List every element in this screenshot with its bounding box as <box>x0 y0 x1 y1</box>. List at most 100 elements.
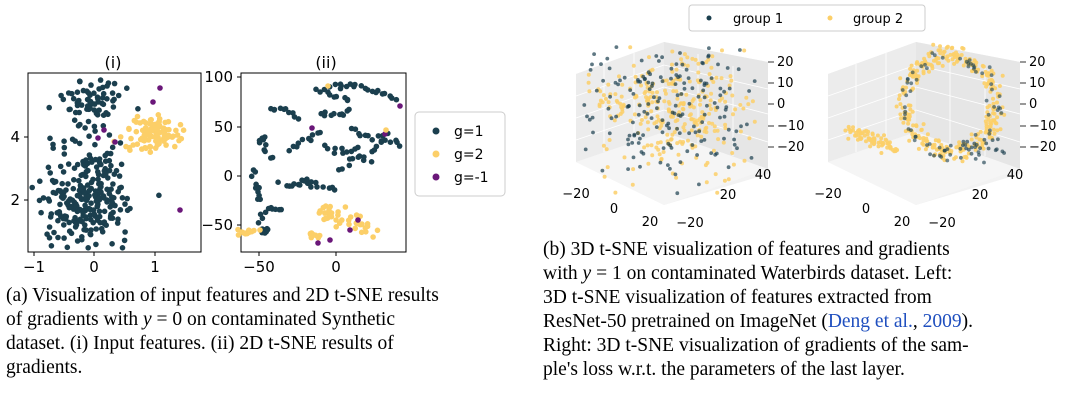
point-group1 <box>992 105 996 109</box>
point-group2 <box>698 102 702 107</box>
point-group2 <box>864 128 869 133</box>
point-g2 <box>156 122 163 129</box>
point-g1 <box>93 164 100 170</box>
point-group2 <box>719 76 724 81</box>
point-g1 <box>98 183 104 190</box>
point-g1 <box>317 129 323 136</box>
point-group1 <box>672 111 677 116</box>
point-g1 <box>339 166 345 172</box>
point-g1 <box>68 230 75 237</box>
point-g1 <box>86 187 93 194</box>
point-group2 <box>991 127 996 132</box>
point-gneg <box>150 99 156 105</box>
point-g1 <box>95 176 101 183</box>
point-g1 <box>389 95 395 101</box>
point-group2 <box>920 141 925 146</box>
point-group1 <box>654 125 659 129</box>
point-group2 <box>707 72 712 77</box>
point-g1 <box>96 156 103 162</box>
point-group2 <box>656 117 661 122</box>
z-tick: 20 <box>1029 55 1046 70</box>
point-g1 <box>83 227 89 233</box>
point-g1 <box>308 137 314 144</box>
point-g1 <box>77 78 83 85</box>
panel-i-title: (i) <box>105 53 122 72</box>
citation-year-link[interactable]: 2009 <box>922 311 962 332</box>
point-g1 <box>66 219 72 226</box>
point-group2 <box>927 54 932 59</box>
point-group1 <box>738 48 742 52</box>
point-group2 <box>982 81 987 86</box>
point-group2 <box>885 145 890 150</box>
point-g2 <box>325 83 331 89</box>
point-g1 <box>282 106 289 112</box>
point-g1 <box>77 216 83 223</box>
point-g1 <box>109 215 116 221</box>
point-group1 <box>631 120 635 125</box>
point-group2 <box>586 72 591 77</box>
point-group2 <box>604 147 609 152</box>
point-group1 <box>666 121 671 126</box>
point-group2 <box>723 99 728 104</box>
point-group2 <box>964 155 969 160</box>
panel-ii-chart: (ii) 100 50 0 −50 −50 0 <box>201 53 407 276</box>
legend-label-group2: group 2 <box>853 12 903 27</box>
point-g1 <box>61 235 67 241</box>
point-group1 <box>669 76 673 81</box>
point-group2 <box>600 100 605 105</box>
point-g2 <box>141 132 148 138</box>
point-group1 <box>675 191 680 196</box>
point-group1 <box>695 153 699 157</box>
point-group1 <box>658 160 663 165</box>
point-g1 <box>77 121 83 128</box>
point-group1 <box>745 122 749 127</box>
point-g1 <box>365 132 371 139</box>
point-group1 <box>982 160 986 165</box>
point-g1 <box>37 178 43 184</box>
point-group2 <box>701 116 706 121</box>
point-group1 <box>700 120 705 124</box>
point-group1 <box>622 75 627 80</box>
point-g2 <box>147 117 154 123</box>
point-group1 <box>650 81 655 86</box>
point-g1 <box>346 106 352 113</box>
point-g1 <box>45 164 52 171</box>
point-g2 <box>177 121 184 128</box>
point-g1 <box>271 107 277 113</box>
point-group2 <box>662 99 667 104</box>
point-group2 <box>985 105 990 110</box>
z-tick: 0 <box>777 97 785 112</box>
point-g1 <box>100 123 107 129</box>
point-group2 <box>642 91 647 96</box>
y-tick: 40 <box>755 168 772 183</box>
point-g1 <box>313 179 319 186</box>
citation-link[interactable]: Deng et al. <box>827 311 913 332</box>
point-group2 <box>741 106 746 111</box>
point-group1 <box>988 128 992 133</box>
point-group1 <box>645 112 650 116</box>
point-g1 <box>100 101 107 108</box>
point-group2 <box>639 118 644 122</box>
point-group2 <box>995 115 1000 120</box>
point-group2 <box>670 132 675 137</box>
point-g1 <box>90 176 96 183</box>
point-group2 <box>689 128 694 133</box>
point-group2 <box>631 167 636 172</box>
point-group1 <box>690 86 695 91</box>
point-g1 <box>355 144 361 151</box>
point-group1 <box>732 137 736 142</box>
point-group2 <box>619 105 624 110</box>
point-group1 <box>718 86 723 91</box>
point-group2 <box>1000 73 1005 78</box>
point-g1 <box>100 90 107 97</box>
legend-marker-group2 <box>827 15 833 21</box>
point-group2 <box>722 178 727 183</box>
point-g1 <box>72 109 79 116</box>
point-group1 <box>989 82 994 86</box>
point-g2 <box>327 203 333 210</box>
point-g1 <box>87 231 93 237</box>
point-group2 <box>897 97 901 101</box>
point-g2 <box>161 138 167 144</box>
point-g1 <box>55 234 61 241</box>
point-group2 <box>712 124 717 129</box>
